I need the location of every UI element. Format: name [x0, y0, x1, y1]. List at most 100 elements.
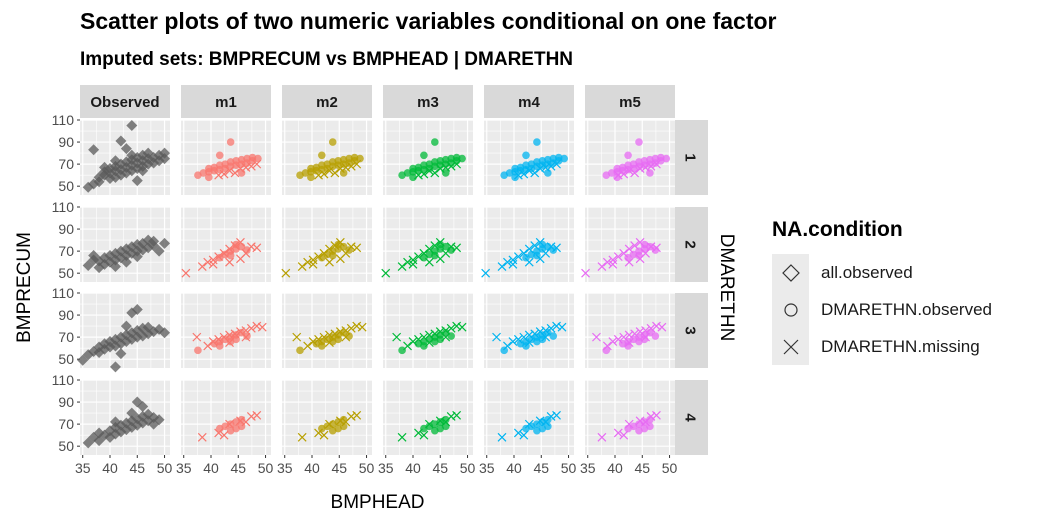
data-point-cross	[192, 332, 202, 342]
data-point-diamond	[159, 327, 171, 339]
data-point-diamond	[159, 147, 171, 159]
data-point-cross	[513, 252, 523, 262]
data-point-diamond	[120, 320, 132, 332]
data-point-cross	[408, 259, 418, 269]
data-point-cross	[335, 254, 345, 264]
data-point-cross	[330, 329, 340, 339]
data-point-cross	[325, 338, 334, 348]
data-point-cross	[508, 255, 518, 265]
data-point-cross	[581, 268, 590, 278]
facet-strip-column	[585, 85, 675, 118]
data-point-cross	[292, 332, 302, 342]
facet-strip-column	[383, 85, 473, 118]
data-point-cross	[524, 257, 534, 267]
data-point-cross	[430, 241, 440, 251]
data-point-cross	[657, 322, 667, 332]
data-point-cross	[252, 410, 262, 420]
data-point-cross	[314, 252, 323, 262]
data-point-circle	[431, 138, 439, 146]
data-point-cross	[346, 161, 356, 171]
data-point-diamond	[131, 304, 143, 316]
data-point-cross	[197, 262, 207, 271]
data-point-diamond	[109, 155, 121, 167]
data-point-cross	[303, 257, 313, 267]
data-point-cross	[524, 244, 534, 254]
y-tick-label: 50	[58, 438, 74, 454]
x-tick-label: 45	[432, 460, 448, 476]
data-point-cross	[424, 419, 434, 429]
panel-background	[181, 293, 271, 368]
data-point-diamond	[159, 153, 171, 165]
panel-background	[282, 293, 372, 368]
data-point-circle	[226, 138, 235, 146]
data-point-circle	[533, 138, 541, 146]
data-point-circle	[640, 424, 649, 433]
facet-strip-label: Observed	[90, 94, 159, 111]
data-point-cross	[352, 243, 362, 253]
data-point-diamond	[131, 175, 143, 187]
data-point-cross	[241, 332, 251, 342]
facet-strip-label: 1	[682, 153, 699, 161]
data-point-circle	[318, 342, 326, 350]
data-point-cross	[530, 241, 540, 251]
chart-title: Scatter plots of two numeric variables c…	[80, 8, 777, 34]
data-point-cross	[225, 338, 234, 348]
y-tick-label: 70	[58, 156, 74, 172]
data-point-cross	[346, 323, 356, 333]
data-point-cross	[452, 410, 462, 420]
data-point-cross	[624, 257, 634, 267]
data-point-cross	[246, 323, 256, 333]
data-point-circle	[538, 335, 547, 344]
data-point-cross	[297, 262, 307, 271]
data-point-cross	[652, 159, 661, 169]
data-point-cross	[208, 255, 218, 265]
data-point-cross	[419, 430, 429, 440]
legend: NA.condition all.observed DMARETHN.obser…	[772, 218, 1042, 365]
data-point-cross	[646, 242, 656, 252]
data-point-cross	[236, 254, 245, 264]
data-point-cross	[503, 257, 512, 267]
data-point-cross	[352, 321, 362, 331]
x-tick-label: 35	[75, 460, 91, 476]
data-point-circle	[254, 154, 262, 163]
y-tick-label: 70	[58, 329, 74, 345]
data-point-cross	[557, 322, 567, 332]
data-point-cross	[535, 237, 545, 247]
data-point-cross	[641, 326, 650, 335]
data-point-circle	[640, 240, 649, 249]
data-point-cross	[236, 164, 245, 173]
data-point-cross	[519, 169, 529, 179]
data-point-cross	[592, 332, 601, 342]
data-point-cross	[341, 326, 351, 335]
data-point-cross	[624, 166, 634, 176]
data-point-cross	[252, 243, 262, 253]
data-point-circle	[651, 332, 660, 340]
data-point-cross	[613, 334, 623, 344]
data-point-cross	[214, 170, 224, 180]
data-point-cross	[519, 248, 529, 258]
data-point-circle	[215, 151, 224, 160]
data-point-cross	[602, 257, 612, 267]
data-point-cross	[513, 170, 523, 180]
data-point-cross	[208, 259, 218, 269]
y-tick-label: 110	[52, 199, 75, 215]
data-point-cross	[392, 332, 402, 342]
y-tick-label: 90	[58, 221, 74, 237]
panel-background	[383, 207, 473, 282]
data-point-cross	[419, 169, 429, 179]
y-tick-label: 90	[58, 394, 74, 410]
data-point-circle	[420, 151, 428, 160]
x-tick-label: 35	[378, 460, 394, 476]
data-point-cross	[513, 428, 523, 438]
data-point-cross	[181, 268, 191, 278]
x-tick-label: 40	[203, 460, 219, 476]
data-point-cross	[225, 330, 234, 340]
data-point-cross	[497, 432, 507, 442]
data-point-cross	[524, 166, 534, 176]
data-point-cross	[225, 166, 234, 176]
data-point-circle	[420, 342, 428, 350]
data-point-cross	[414, 428, 423, 438]
data-point-cross	[635, 164, 645, 173]
x-tick-label: 40	[102, 460, 118, 476]
data-point-cross	[546, 242, 556, 252]
